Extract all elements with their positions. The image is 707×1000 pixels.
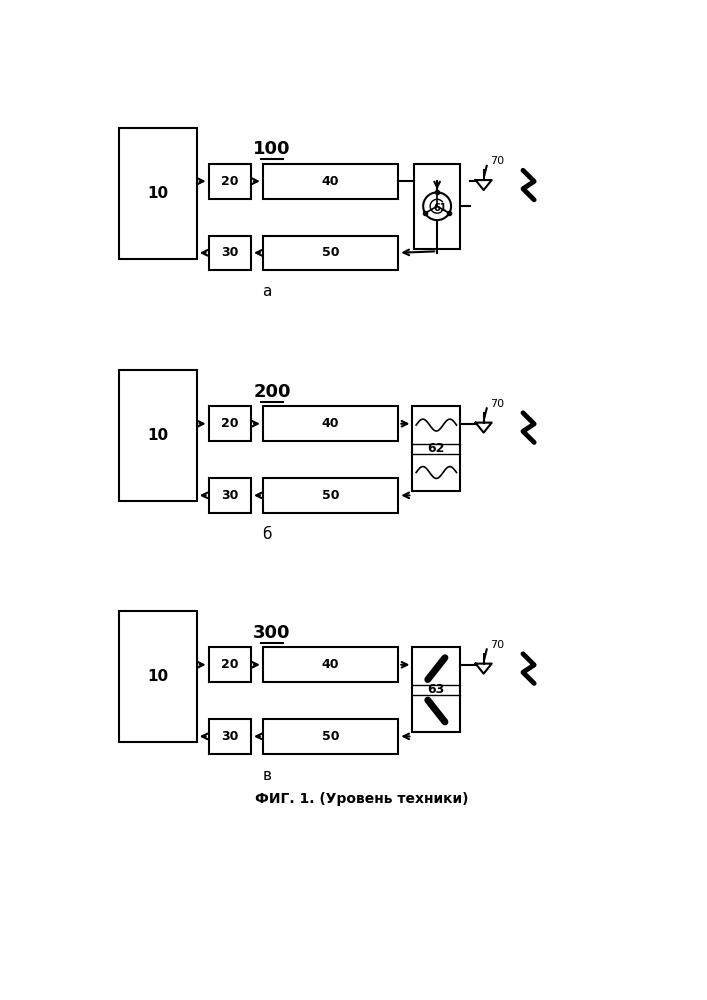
FancyBboxPatch shape — [263, 406, 398, 441]
Text: 10: 10 — [148, 669, 169, 684]
FancyBboxPatch shape — [119, 370, 197, 501]
FancyBboxPatch shape — [209, 406, 251, 441]
FancyBboxPatch shape — [209, 164, 251, 199]
Text: 62: 62 — [428, 442, 445, 455]
Text: 50: 50 — [322, 246, 339, 259]
Text: 300: 300 — [253, 624, 291, 642]
Text: 20: 20 — [221, 658, 238, 671]
FancyBboxPatch shape — [263, 647, 398, 682]
FancyBboxPatch shape — [414, 164, 460, 249]
Text: ФИГ. 1. (Уровень техники): ФИГ. 1. (Уровень техники) — [255, 792, 469, 806]
Polygon shape — [476, 423, 491, 433]
Text: 40: 40 — [322, 175, 339, 188]
Text: б: б — [262, 527, 271, 542]
Text: 70: 70 — [490, 640, 504, 650]
Text: 200: 200 — [253, 383, 291, 401]
Text: 63: 63 — [428, 683, 445, 696]
Text: 10: 10 — [148, 186, 169, 201]
Text: 100: 100 — [253, 140, 291, 158]
Text: 10: 10 — [148, 428, 169, 443]
Text: 30: 30 — [221, 730, 238, 743]
FancyBboxPatch shape — [209, 647, 251, 682]
FancyBboxPatch shape — [209, 235, 251, 270]
Polygon shape — [476, 664, 491, 674]
Text: 20: 20 — [221, 175, 238, 188]
FancyBboxPatch shape — [119, 128, 197, 259]
FancyBboxPatch shape — [412, 647, 460, 732]
FancyBboxPatch shape — [119, 611, 197, 742]
Text: 50: 50 — [322, 489, 339, 502]
FancyBboxPatch shape — [263, 719, 398, 754]
Text: в: в — [262, 768, 271, 783]
FancyBboxPatch shape — [263, 164, 398, 199]
Text: 30: 30 — [221, 489, 238, 502]
Text: 70: 70 — [490, 399, 504, 409]
FancyBboxPatch shape — [263, 235, 398, 270]
Text: 40: 40 — [322, 658, 339, 671]
Text: 40: 40 — [322, 417, 339, 430]
Polygon shape — [476, 180, 491, 190]
Text: а: а — [262, 284, 271, 299]
FancyBboxPatch shape — [412, 406, 460, 491]
Text: 50: 50 — [322, 730, 339, 743]
Text: 61: 61 — [433, 203, 447, 213]
FancyBboxPatch shape — [209, 478, 251, 513]
Text: 30: 30 — [221, 246, 238, 259]
Text: 70: 70 — [490, 156, 504, 166]
Text: 20: 20 — [221, 417, 238, 430]
FancyBboxPatch shape — [209, 719, 251, 754]
FancyBboxPatch shape — [263, 478, 398, 513]
Circle shape — [423, 192, 451, 220]
